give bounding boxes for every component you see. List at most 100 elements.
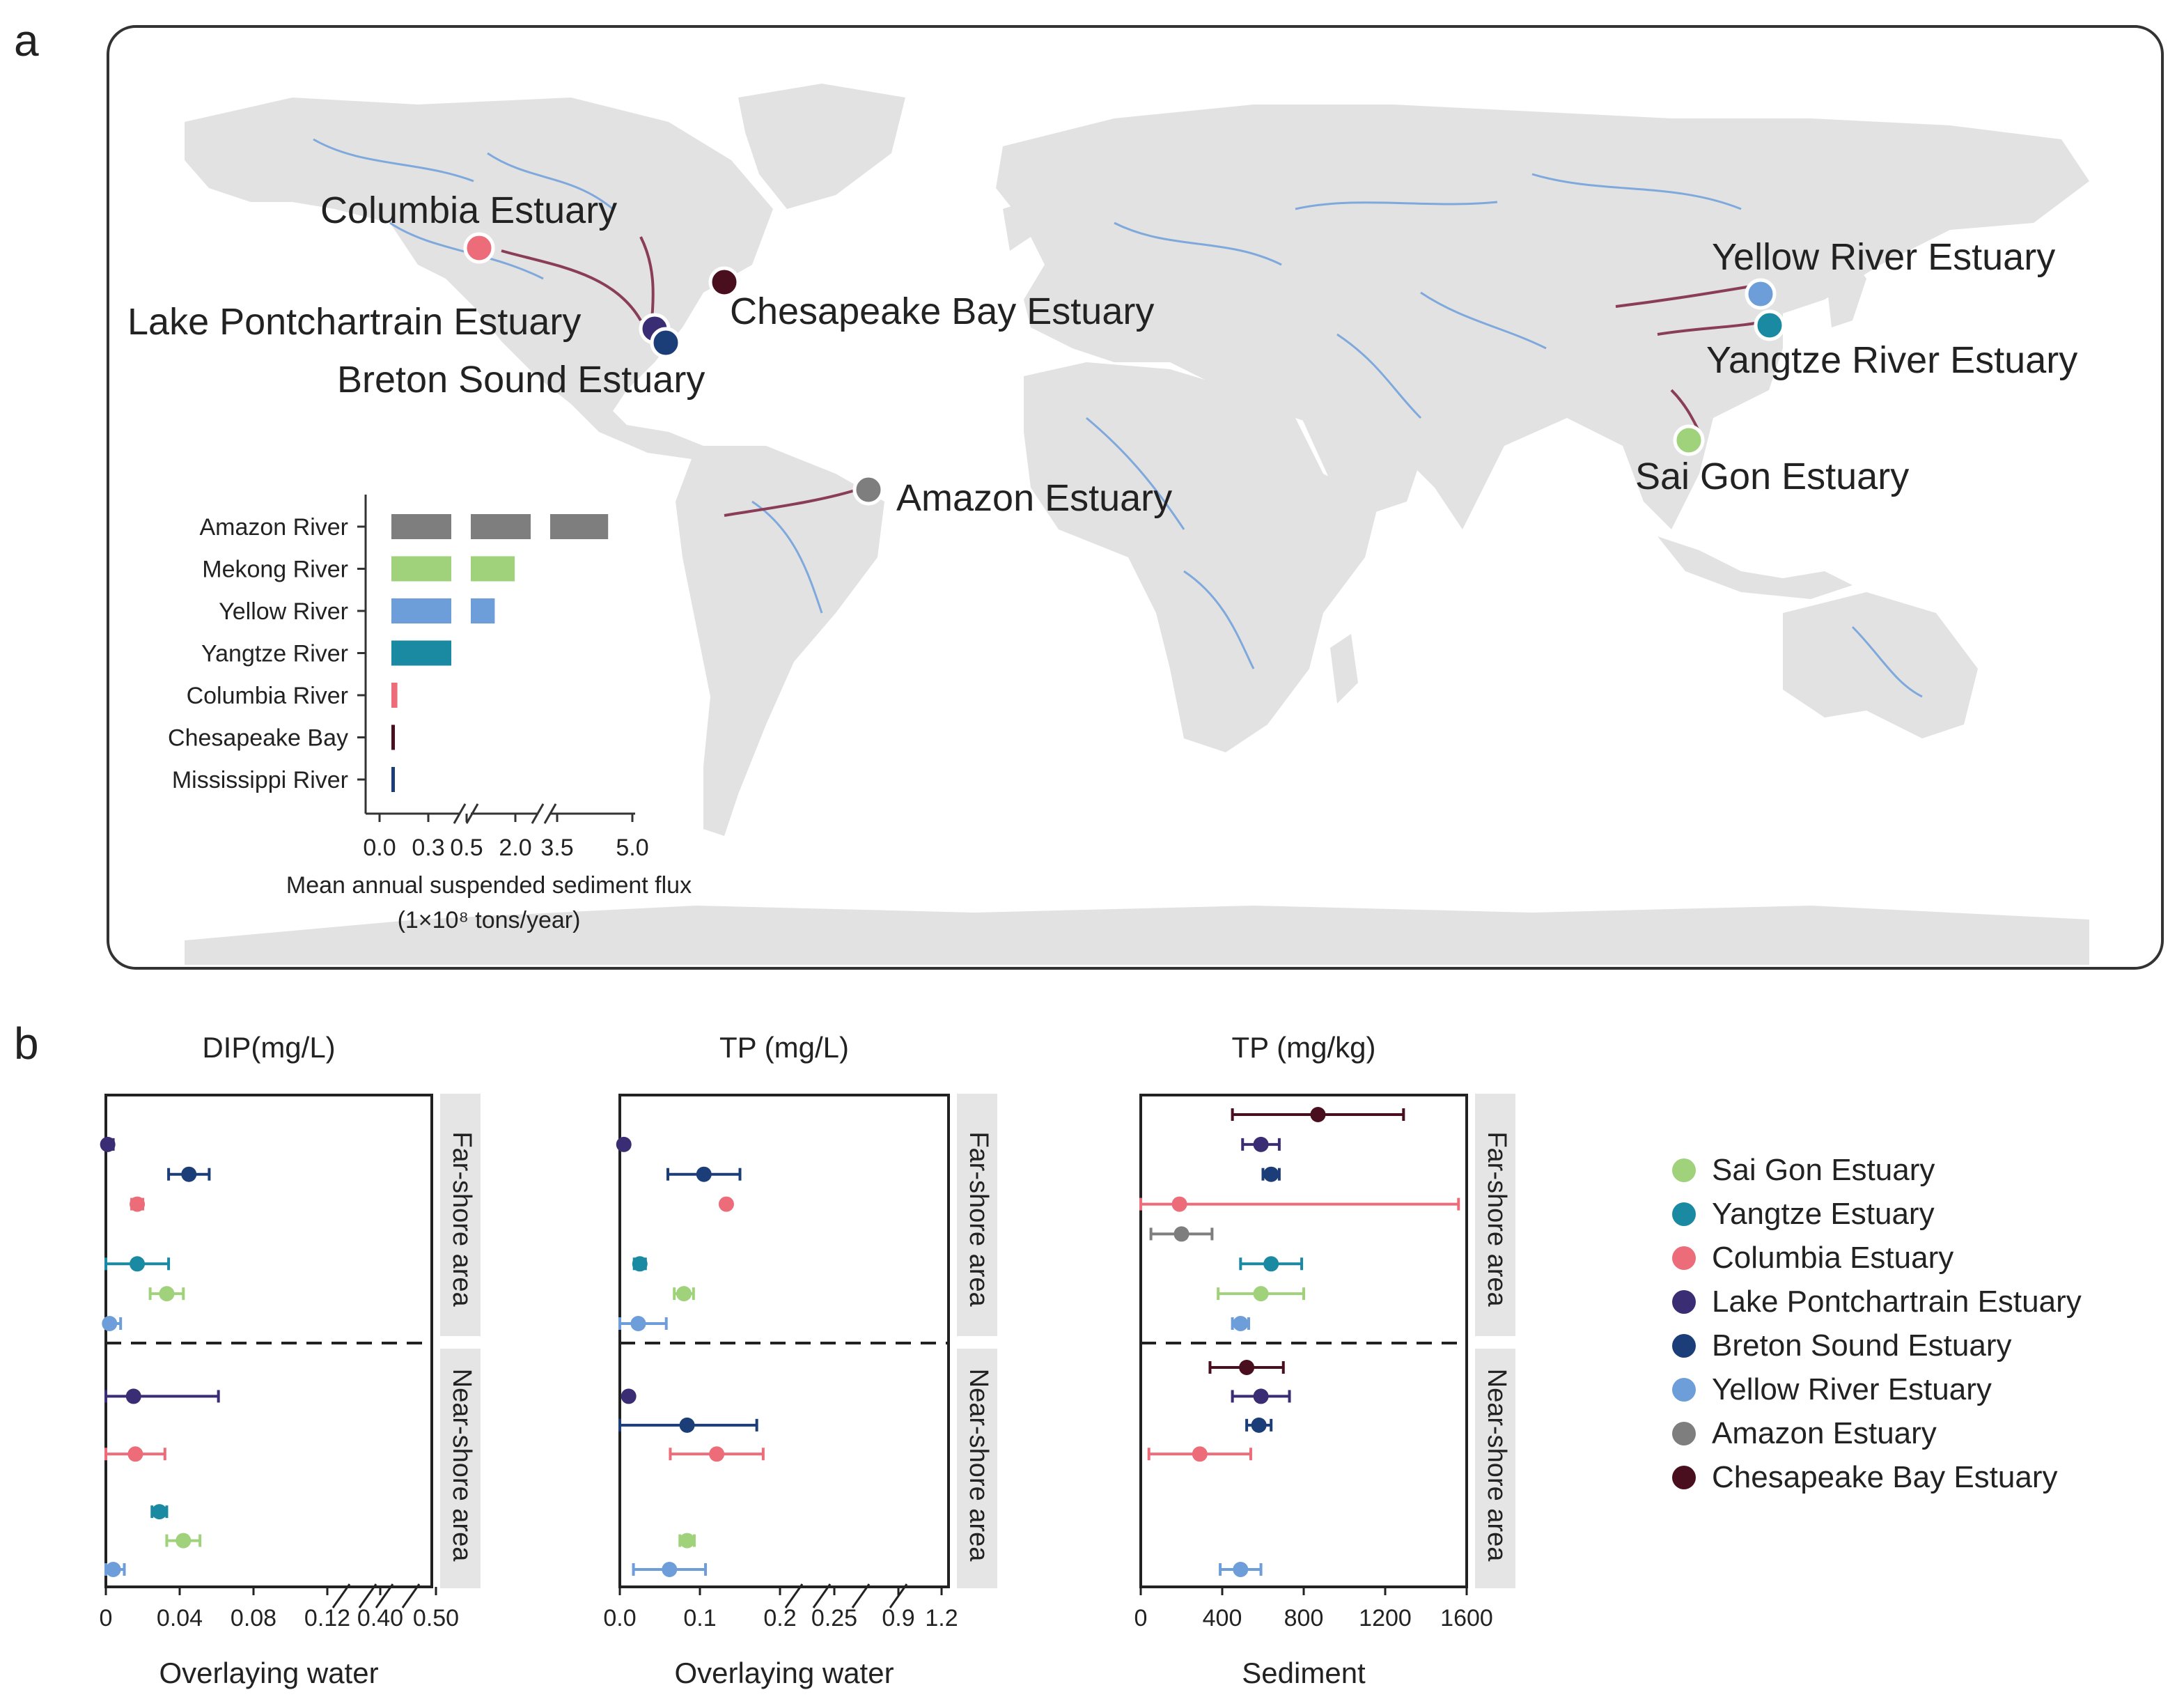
marker-yangtze: [1754, 309, 1786, 341]
point-columbia-near: [127, 1446, 143, 1462]
plot-title: DIP(mg/L): [202, 1031, 335, 1064]
point-saigon-far: [159, 1286, 175, 1302]
point-columbia-far: [1171, 1196, 1187, 1212]
legend-label-amazon: Amazon Estuary: [1712, 1416, 1937, 1450]
facet-strip-near: [957, 1349, 997, 1588]
point-yangtze-far: [632, 1256, 648, 1272]
facet-strip-far: [1475, 1094, 1515, 1336]
point-yellow-far: [102, 1316, 118, 1331]
legend-swatch-breton: [1672, 1334, 1696, 1358]
bar-category-label: Mekong River: [202, 557, 348, 583]
point-saigon-near: [176, 1533, 192, 1549]
x-tick-label: 400: [1203, 1605, 1242, 1631]
bar-yangtze-river: [391, 640, 451, 666]
bar-x-tick-label: 0.5: [450, 835, 483, 861]
river-10: [1420, 291, 1547, 350]
x-tick-label: 0.08: [231, 1605, 276, 1631]
marker-amazon: [852, 474, 884, 506]
bar-mississippi-river: [391, 767, 395, 792]
land-japan: [1825, 251, 1866, 327]
marker-saigon: [1673, 424, 1705, 456]
river-1: [487, 152, 614, 210]
marker-yellow: [1745, 278, 1777, 310]
bar-amazon-river: [471, 514, 531, 539]
point-yellow-near: [662, 1562, 678, 1577]
legend-label-pontchartrain: Lake Pontchartrain Estuary: [1712, 1285, 2082, 1319]
panel-label-b: b: [14, 1018, 39, 1069]
river-11: [1336, 333, 1422, 419]
bar-x-axis-unit: (1×10⁸ tons/year): [398, 907, 581, 933]
bar-axis-break: [543, 803, 557, 824]
land-arabia: [1295, 404, 1421, 515]
bar-category-label: Yellow River: [219, 598, 348, 625]
land-uk: [1003, 202, 1031, 251]
point-yellow-near: [105, 1562, 121, 1577]
plot-x-axis-title: Overlaying water: [674, 1657, 894, 1689]
x-tick-label: 1600: [1440, 1605, 1493, 1631]
bar-amazon-river: [550, 514, 609, 539]
bar-category-label: Amazon River: [199, 514, 348, 541]
bar-mekong-river: [391, 556, 451, 582]
point-breton-near: [679, 1417, 695, 1433]
x-tick-label: 0.1: [683, 1605, 716, 1631]
marker-label-chesapeake: Chesapeake Bay Estuary: [730, 290, 1154, 332]
river-network: [313, 138, 1923, 698]
axis-break: [358, 1583, 377, 1608]
highlighted-river-15: [1615, 284, 1756, 308]
legend-label-saigon: Sai Gon Estuary: [1712, 1153, 1935, 1187]
river-4: [1531, 173, 1742, 210]
facet-strip-near: [1475, 1349, 1515, 1588]
land-north-america: [185, 98, 773, 460]
river-2: [389, 222, 544, 280]
bar-amazon-river: [391, 514, 451, 539]
bar-category-label: Yangtze River: [201, 641, 348, 667]
tp-water-plot: Far-shore area Near-shore area TP (mg/L) Ov…: [603, 1031, 997, 1689]
facet-strip-far: [957, 1094, 997, 1336]
axis-break: [375, 1583, 394, 1608]
point-breton-far: [1263, 1166, 1279, 1182]
bar-yellow-river: [391, 598, 451, 623]
point-pontchartrain-far: [100, 1136, 116, 1152]
legend-swatch-chesapeake: [1672, 1466, 1696, 1489]
sediment-flux-bar-chart: Amazon River Mekong River Yellow River Yang…: [168, 495, 692, 933]
axis-break: [851, 1583, 871, 1608]
x-tick-label: 0.04: [157, 1605, 203, 1631]
point-pontchartrain-near: [125, 1388, 141, 1404]
river-6: [1086, 417, 1185, 530]
point-pontchartrain-near: [1253, 1388, 1269, 1404]
point-yangtze-near: [151, 1504, 167, 1520]
facet-label-0: Far-shore area: [1482, 1131, 1511, 1307]
x-tick-label: 0.50: [413, 1605, 459, 1631]
facet-label-1: Near-shore area: [447, 1369, 476, 1562]
world-map: [185, 84, 2089, 965]
marker-columbia: [463, 232, 495, 264]
bar-axis-break: [531, 803, 545, 824]
point-breton-near: [1251, 1417, 1267, 1433]
plot-title: TP (mg/L): [719, 1031, 849, 1064]
marker-label-saigon: Sai Gon Estuary: [1635, 456, 1909, 497]
bar-yellow-river: [471, 598, 495, 623]
facet-label-1: Near-shore area: [1482, 1369, 1511, 1562]
axis-break: [401, 1583, 421, 1608]
point-yangtze-far: [1263, 1256, 1279, 1272]
legend-swatch-amazon: [1672, 1422, 1696, 1445]
legend-label-yangtze: Yangtze Estuary: [1712, 1197, 1935, 1231]
axis-break: [812, 1583, 832, 1608]
legend-swatch-columbia: [1672, 1246, 1696, 1270]
land-europe-asia: [996, 104, 2089, 529]
river-0: [313, 138, 474, 183]
bar-chesapeake-bay: [391, 724, 395, 750]
x-tick-label: 0: [1134, 1605, 1148, 1631]
plot-frame: [618, 1094, 950, 1588]
point-yellow-near: [1233, 1562, 1249, 1577]
bar-x-tick-label: 3.5: [540, 835, 573, 861]
bar-axis-break: [465, 803, 479, 824]
marker-label-breton: Breton Sound Estuary: [337, 359, 705, 401]
highlighted-river-14: [724, 486, 864, 517]
river-7: [1183, 570, 1255, 669]
bar-columbia-river: [391, 683, 398, 708]
panel-label-a: a: [14, 15, 39, 65]
river-9: [1851, 626, 1923, 698]
land-madagascar: [1330, 634, 1358, 704]
